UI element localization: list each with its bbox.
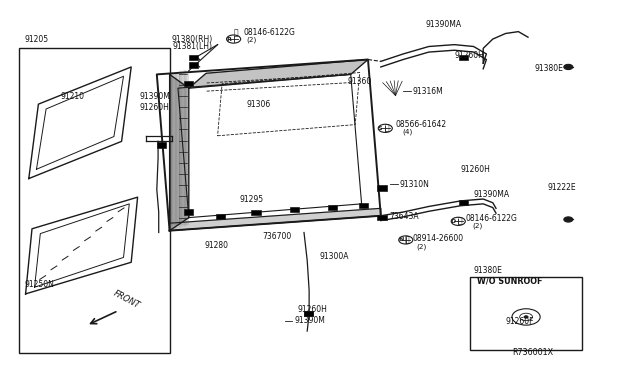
Bar xyxy=(157,142,166,148)
Text: Ⓝ: Ⓝ xyxy=(404,235,410,244)
Text: 736700: 736700 xyxy=(262,232,292,241)
Text: R736001X: R736001X xyxy=(513,348,554,357)
Bar xyxy=(304,311,313,316)
Circle shape xyxy=(524,316,528,318)
Bar xyxy=(184,209,193,215)
Text: 91316M: 91316M xyxy=(413,87,444,96)
Bar xyxy=(189,62,198,68)
Bar xyxy=(470,277,582,350)
Bar xyxy=(290,207,299,212)
Text: 91380E: 91380E xyxy=(474,266,502,275)
Text: Ⓡ: Ⓡ xyxy=(233,28,238,37)
Text: 91210: 91210 xyxy=(61,92,84,101)
Text: N: N xyxy=(398,237,403,243)
Polygon shape xyxy=(189,60,368,88)
Text: 91380E: 91380E xyxy=(534,64,563,73)
Text: 91300A: 91300A xyxy=(320,252,349,261)
Text: 91260H: 91260H xyxy=(140,103,170,112)
Text: 91260F: 91260F xyxy=(506,317,534,326)
Text: D: D xyxy=(451,219,456,224)
Text: 08914-26600: 08914-26600 xyxy=(413,234,464,243)
Text: 91310N: 91310N xyxy=(400,180,430,189)
Bar xyxy=(304,311,313,316)
Text: 91306: 91306 xyxy=(246,100,271,109)
Text: 91260H: 91260H xyxy=(461,165,491,174)
Polygon shape xyxy=(170,208,381,231)
Bar xyxy=(459,55,468,60)
Bar xyxy=(19,48,170,353)
Text: 91222E: 91222E xyxy=(547,183,576,192)
Text: 91205: 91205 xyxy=(24,35,49,44)
Circle shape xyxy=(564,217,573,222)
Bar xyxy=(459,200,468,205)
Text: 91380(RH): 91380(RH) xyxy=(172,35,212,44)
Polygon shape xyxy=(170,74,189,231)
Text: Ⓢ: Ⓢ xyxy=(384,124,389,133)
Text: FRONT: FRONT xyxy=(112,289,141,311)
Text: 91381(LH): 91381(LH) xyxy=(173,42,212,51)
Bar xyxy=(328,205,337,210)
Text: (2): (2) xyxy=(246,36,257,43)
Text: 91390MA: 91390MA xyxy=(426,20,461,29)
Bar xyxy=(378,215,387,220)
Text: 91260H: 91260H xyxy=(298,305,328,314)
Bar xyxy=(216,214,225,219)
Text: 08146-6122G: 08146-6122G xyxy=(466,214,518,223)
Bar xyxy=(359,203,368,208)
Text: 91250N: 91250N xyxy=(24,280,54,289)
Text: (4): (4) xyxy=(402,129,412,135)
Text: ⓑ: ⓑ xyxy=(457,217,462,226)
Text: 91295: 91295 xyxy=(240,195,264,203)
Text: 91260H: 91260H xyxy=(454,51,484,60)
Text: (2): (2) xyxy=(416,243,426,250)
Bar xyxy=(189,55,198,60)
Text: 73643A: 73643A xyxy=(389,212,419,221)
Text: W/O SUNROOF: W/O SUNROOF xyxy=(477,276,542,285)
Text: R: R xyxy=(226,36,231,42)
Circle shape xyxy=(564,64,573,70)
Bar xyxy=(378,185,387,190)
Bar xyxy=(252,210,260,215)
Text: 91390M: 91390M xyxy=(140,92,170,101)
Bar xyxy=(184,81,193,86)
Text: (2): (2) xyxy=(472,223,483,230)
Text: 91390M: 91390M xyxy=(294,316,325,325)
Text: 91280: 91280 xyxy=(205,241,229,250)
Text: 08566-61642: 08566-61642 xyxy=(396,120,447,129)
Text: 08146-6122G: 08146-6122G xyxy=(243,28,295,37)
Text: 91390MA: 91390MA xyxy=(474,190,509,199)
Text: 91360: 91360 xyxy=(348,77,372,86)
Text: S: S xyxy=(378,126,383,131)
